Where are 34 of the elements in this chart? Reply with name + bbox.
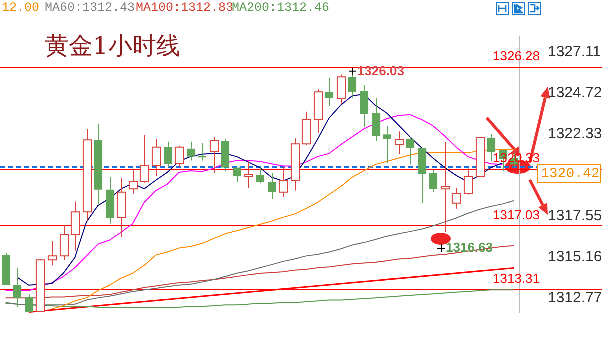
candlestick (106, 176, 115, 224)
text: MA60:1312.43 (45, 1, 136, 15)
candlestick (429, 170, 438, 193)
candlestick (360, 84, 369, 128)
y-tick-label: 1317.55 (548, 208, 602, 225)
ref-line-label: 1317.03 (493, 207, 540, 222)
candlestick (164, 141, 173, 168)
candlestick (2, 252, 11, 286)
candlestick (221, 138, 230, 172)
ref-line-label: 1320.42 (541, 166, 600, 182)
candlestick (256, 167, 265, 184)
text: MA100:1312.83 (136, 1, 234, 15)
candlestick (268, 172, 277, 200)
candlestick (325, 77, 334, 107)
chart-title: 黄金1小时线 (45, 31, 180, 62)
ref-line-label: 1326.28 (493, 48, 540, 64)
annotation: 1316.63 (446, 240, 493, 255)
candlestick (383, 126, 392, 164)
candlestick (487, 133, 496, 162)
y-tick-label: 1312.77 (548, 290, 602, 307)
candlestick (187, 141, 196, 162)
annotation: 1326.03 (357, 63, 404, 78)
candlestick (406, 136, 415, 166)
y-tick-label: 1315.16 (548, 248, 602, 266)
y-tick-label: 1322.33 (548, 125, 602, 142)
text: 12.00 (2, 1, 40, 15)
candlestick (418, 148, 427, 204)
candlestick (233, 168, 242, 183)
y-tick-label: 1324.72 (548, 84, 602, 102)
ref-line-label: 1313.31 (493, 271, 540, 286)
candlestick (94, 124, 103, 206)
y-tick-label: 1327.11 (548, 43, 602, 60)
text: MA200:1312.46 (232, 1, 330, 15)
candlestick (372, 98, 381, 142)
